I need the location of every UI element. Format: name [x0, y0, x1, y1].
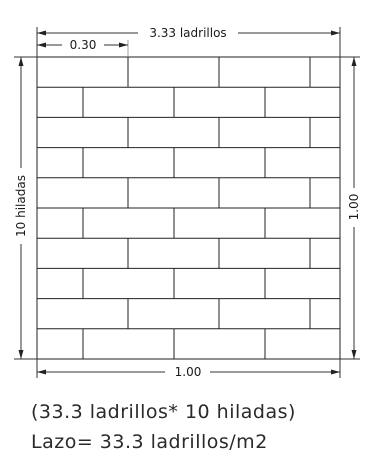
note-line-2: Lazo= 33.3 ladrillos/m2 [31, 431, 268, 453]
bottom-width-dimension: 1.00 [36, 359, 341, 379]
left-rows-label: 10 hiladas [14, 175, 28, 237]
bottom-width-label: 1.00 [175, 365, 202, 379]
right-height-label: 1.00 [347, 194, 361, 221]
top-brick-label: 0.30 [70, 38, 97, 52]
brick-joints [37, 57, 340, 359]
top-brick-dimension: 0.30 [37, 38, 129, 57]
top-total-label: 3.33 ladrillos [149, 26, 226, 40]
note-line-1: (33.3 ladrillos* 10 hiladas) [31, 401, 296, 423]
left-rows-dimension: 10 hiladas [14, 56, 37, 360]
top-total-dimension: 3.33 ladrillos [36, 26, 341, 60]
right-height-dimension: 1.00 [340, 56, 361, 360]
